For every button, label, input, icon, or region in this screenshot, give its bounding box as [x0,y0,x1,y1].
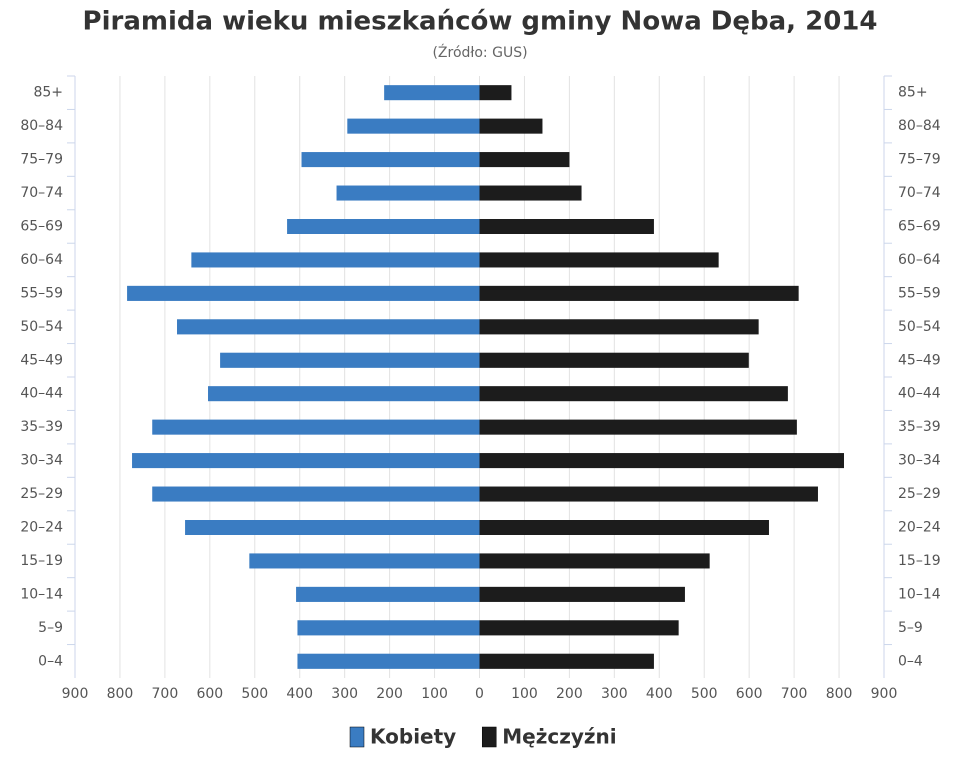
y-tick-label: 15–19 [20,553,63,569]
legend-swatch [481,726,497,748]
y-tick-label-right: 35–39 [898,419,941,435]
y-tick-label: 10–14 [20,586,63,602]
bar [479,352,749,368]
bar [479,419,797,435]
bar [249,553,480,569]
y-tick-label: 65–69 [20,219,63,235]
y-tick-label: 50–54 [20,319,63,335]
x-tick-label: 200 [556,686,583,702]
x-tick-label: 100 [511,686,538,702]
x-tick-label: 400 [286,686,313,702]
bar [479,252,719,268]
bar [479,486,818,502]
x-tick-label: 100 [421,686,448,702]
x-tick-label: 900 [62,686,89,702]
y-tick-label-right: 10–14 [898,586,941,602]
bar [152,486,480,502]
bar [479,620,679,636]
y-tick-label: 35–39 [20,419,63,435]
y-tick-label: 55–59 [20,285,63,301]
y-tick-label: 45–49 [20,352,63,368]
bar [296,586,480,602]
bar [479,152,570,168]
y-tick-label: 0–4 [38,653,63,669]
y-tick-label-right: 70–74 [898,185,941,201]
y-tick-label: 25–29 [20,486,63,502]
x-tick-label: 300 [601,686,628,702]
y-tick-label-right: 75–79 [898,152,941,168]
bar [479,553,710,569]
x-tick-label: 500 [241,686,268,702]
x-tick-label: 0 [475,686,484,702]
bar [297,653,480,669]
y-tick-label: 20–24 [20,520,63,536]
legend-label: Mężczyźni [502,725,616,749]
bar [479,453,844,469]
bar [177,319,480,335]
bar [347,118,480,134]
chart-subtitle: (Źródło: GUS) [432,43,527,61]
y-tick-label-right: 85+ [898,85,928,101]
bar [479,319,759,335]
bar [191,252,480,268]
y-tick-label: 75–79 [20,152,63,168]
y-tick-label-right: 0–4 [898,653,923,669]
y-tick-label: 60–64 [20,252,63,268]
y-tick-label-right: 5–9 [898,620,923,636]
y-tick-label: 85+ [33,85,63,101]
bar [152,419,480,435]
x-tick-label: 700 [781,686,808,702]
y-tick-label-right: 65–69 [898,219,941,235]
bar [127,285,480,301]
bar [208,386,480,402]
y-tick-label-right: 55–59 [898,285,941,301]
y-tick-label: 30–34 [20,453,63,469]
y-tick-label-right: 15–19 [898,553,941,569]
y-tick-label-right: 50–54 [898,319,941,335]
x-tick-label: 600 [196,686,223,702]
bar [479,520,769,535]
bar [479,285,799,301]
bar [132,453,480,469]
legend-label: Kobiety [370,725,456,749]
y-tick-label-right: 20–24 [898,520,941,536]
bar [479,586,685,602]
bar [297,620,480,636]
bar [479,185,582,201]
x-tick-label: 600 [736,686,763,702]
x-tick-label: 400 [646,686,673,702]
x-tick-label: 500 [691,686,718,702]
y-tick-label: 40–44 [20,386,63,402]
y-tick-label: 70–74 [20,185,63,201]
x-tick-label: 800 [107,686,134,702]
bar [220,352,480,368]
bar [479,118,543,134]
y-tick-label: 80–84 [20,118,63,134]
y-tick-label-right: 30–34 [898,453,941,469]
y-tick-label-right: 25–29 [898,486,941,502]
x-tick-label: 300 [331,686,358,702]
bar [479,653,654,669]
y-tick-label-right: 80–84 [898,118,941,134]
x-tick-label: 900 [871,686,898,702]
bar [336,185,480,201]
y-tick-label-right: 60–64 [898,252,941,268]
x-tick-label: 200 [376,686,403,702]
bar [185,520,480,535]
y-tick-label-right: 40–44 [898,386,941,402]
bar [301,152,480,168]
bar [479,386,788,402]
legend-swatch [349,726,365,748]
y-tick-label: 5–9 [38,620,63,636]
bar [479,219,654,234]
bar [479,85,512,101]
bar [384,85,480,101]
y-tick-label-right: 45–49 [898,352,941,368]
chart-title: Piramida wieku mieszkańców gminy Nowa Dę… [83,7,878,37]
x-tick-label: 800 [826,686,853,702]
x-tick-label: 700 [152,686,179,702]
bar [287,219,480,234]
